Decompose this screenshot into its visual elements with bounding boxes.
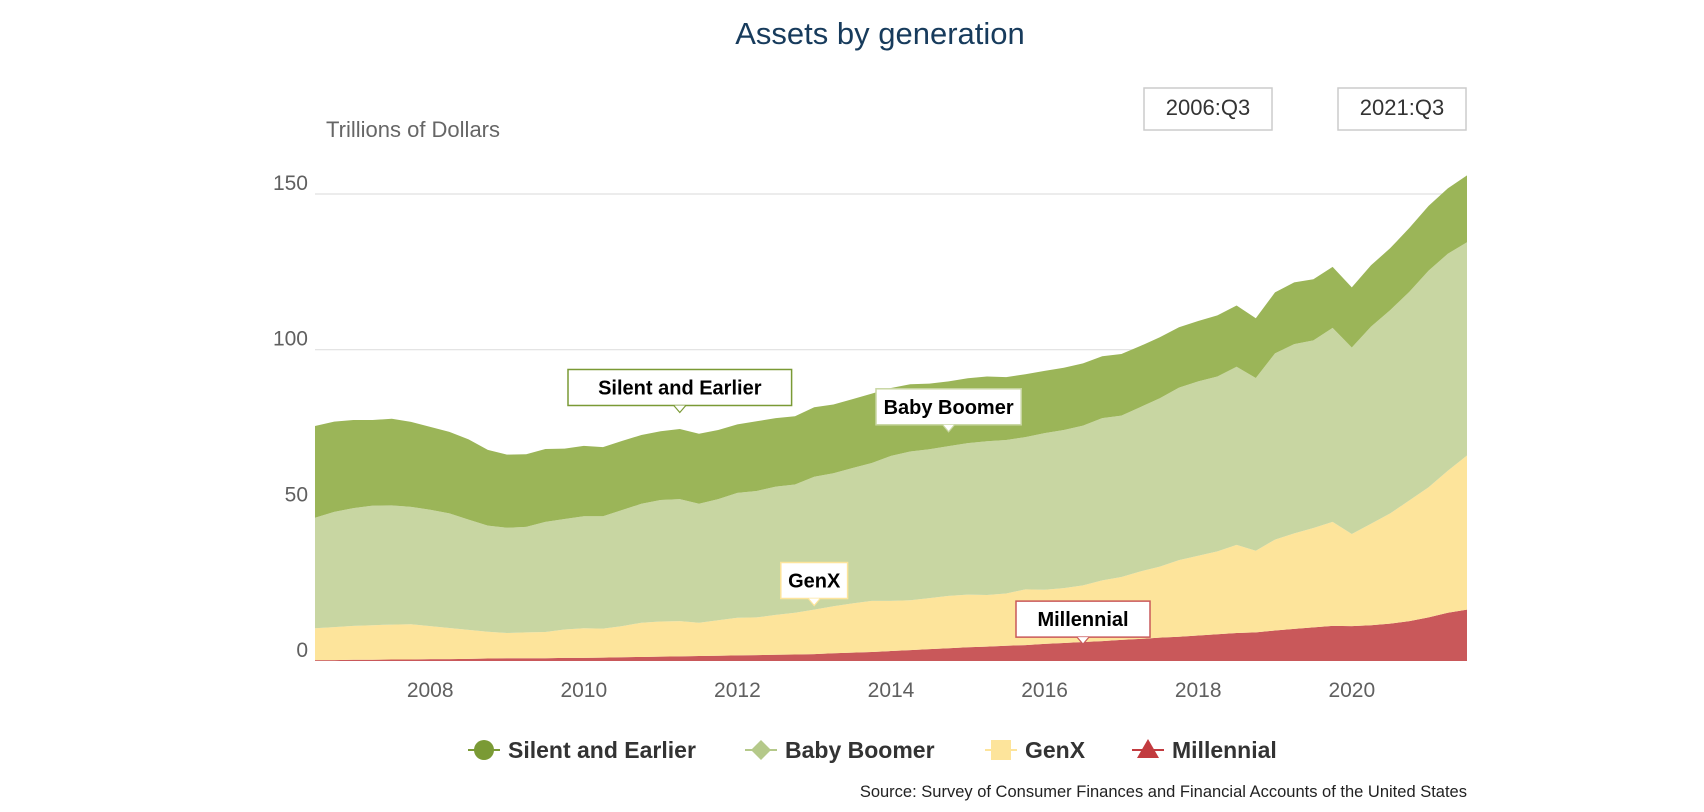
x-tick-2008: 2008 bbox=[407, 679, 454, 702]
series-annotations: Silent and Earlier Baby Boomer GenX Millenn… bbox=[567, 368, 1151, 646]
annotation-millennial: Millennial bbox=[1015, 600, 1151, 646]
range-start-box[interactable]: 2006:Q3 bbox=[1143, 87, 1273, 131]
y-axis-ticks: 0 50 100 150 bbox=[273, 172, 308, 662]
range-start-label: 2006:Q3 bbox=[1166, 95, 1250, 120]
range-end-box[interactable]: 2021:Q3 bbox=[1337, 87, 1467, 131]
source-note: Source: Survey of Consumer Finances and … bbox=[860, 783, 1467, 801]
annotation-label: Baby Boomer bbox=[884, 397, 1014, 419]
annotation-label: GenX bbox=[788, 571, 841, 593]
x-tick-2010: 2010 bbox=[560, 679, 607, 702]
x-axis-ticks: 2008 2010 2012 2014 2016 2018 2020 bbox=[407, 679, 1375, 702]
legend: Silent and Earlier Baby Boomer GenX Millenn… bbox=[468, 737, 1277, 763]
area-genx[interactable] bbox=[315, 455, 1467, 661]
legend-item-genx[interactable]: GenX bbox=[985, 737, 1086, 763]
triangle-marker-icon bbox=[1137, 739, 1159, 758]
range-end-label: 2021:Q3 bbox=[1360, 95, 1444, 120]
legend-item-millennial[interactable]: Millennial bbox=[1132, 737, 1277, 763]
stacked-areas bbox=[315, 175, 1467, 661]
annotation-label: Millennial bbox=[1037, 609, 1128, 631]
legend-label: Silent and Earlier bbox=[508, 737, 696, 763]
y-tick-50: 50 bbox=[285, 483, 308, 506]
y-tick-0: 0 bbox=[296, 639, 308, 662]
legend-item-silent-and-earlier[interactable]: Silent and Earlier bbox=[468, 737, 696, 763]
annotation-label: Silent and Earlier bbox=[598, 377, 762, 399]
diamond-marker-icon bbox=[751, 740, 771, 760]
area-silent-and-earlier[interactable] bbox=[315, 175, 1467, 528]
x-tick-2012: 2012 bbox=[714, 679, 761, 702]
area-baby-boomer[interactable] bbox=[315, 242, 1467, 633]
annotation-silent-and-earlier: Silent and Earlier bbox=[567, 368, 793, 414]
annotation-baby-boomer: Baby Boomer bbox=[875, 388, 1022, 433]
y-tick-100: 100 bbox=[273, 328, 308, 351]
area-millennial[interactable] bbox=[315, 609, 1467, 661]
x-tick-2016: 2016 bbox=[1021, 679, 1068, 702]
legend-label: GenX bbox=[1025, 737, 1086, 763]
annotation-genx: GenX bbox=[780, 561, 849, 607]
circle-marker-icon bbox=[474, 740, 494, 760]
x-tick-2014: 2014 bbox=[868, 679, 915, 702]
legend-item-baby-boomer[interactable]: Baby Boomer bbox=[745, 737, 935, 763]
square-marker-icon bbox=[991, 740, 1011, 760]
x-tick-2018: 2018 bbox=[1175, 679, 1222, 702]
y-axis-title: Trillions of Dollars bbox=[326, 117, 500, 142]
chart-title: Assets by generation bbox=[735, 16, 1025, 51]
x-tick-2020: 2020 bbox=[1328, 679, 1375, 702]
y-tick-150: 150 bbox=[273, 172, 308, 195]
legend-label: Millennial bbox=[1172, 737, 1277, 763]
legend-label: Baby Boomer bbox=[785, 737, 935, 763]
